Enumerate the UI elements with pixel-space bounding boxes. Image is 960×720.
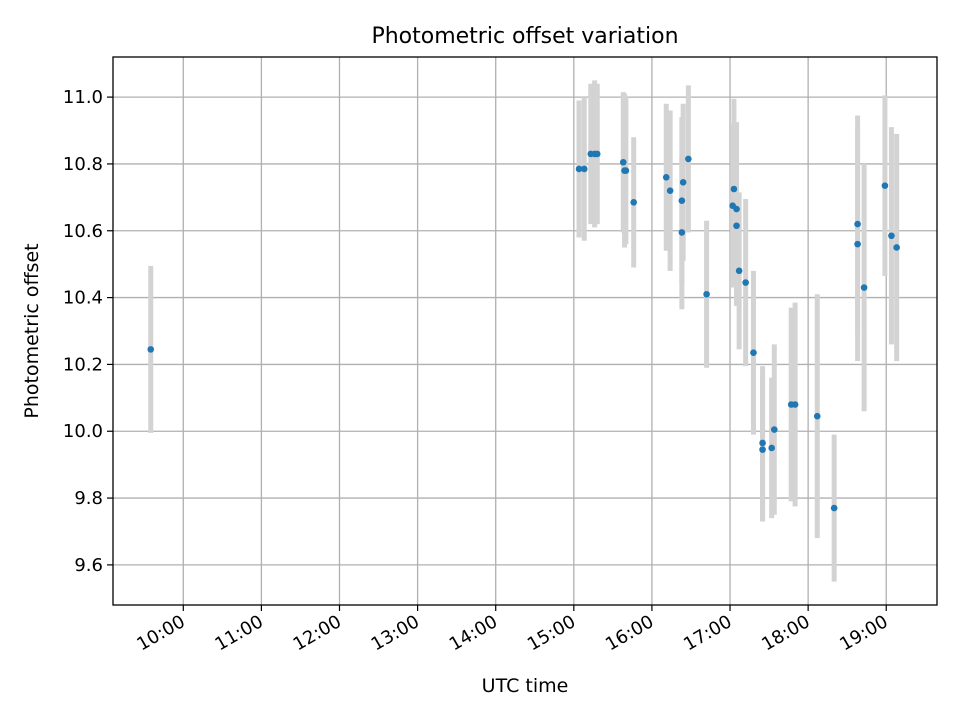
y-tick-label: 10.2 — [63, 354, 103, 375]
data-point — [733, 222, 740, 230]
data-point — [759, 439, 766, 447]
data-point — [791, 401, 799, 408]
data-point — [733, 205, 740, 213]
data-point — [735, 267, 743, 275]
data-point — [854, 240, 861, 248]
data-point — [759, 446, 766, 453]
data-point — [622, 167, 630, 174]
data-point — [679, 179, 687, 186]
chart-title: Photometric offset variation — [371, 24, 678, 49]
data-point — [768, 444, 775, 452]
data-point — [662, 173, 670, 181]
y-axis-label: Photometric offset — [21, 243, 43, 418]
data-point — [750, 349, 757, 357]
data-point — [666, 187, 674, 194]
data-point — [630, 199, 637, 206]
data-point — [703, 290, 710, 298]
data-point — [881, 182, 889, 189]
y-tick-label: 10.8 — [63, 154, 103, 175]
data-point — [830, 504, 838, 512]
y-tick-label: 9.8 — [74, 488, 103, 509]
data-point — [770, 426, 778, 433]
y-tick-label: 9.6 — [74, 555, 103, 576]
data-point — [893, 244, 900, 251]
data-point — [860, 284, 868, 291]
data-point — [575, 165, 583, 173]
grid — [113, 57, 937, 605]
data-point — [730, 185, 738, 193]
data-point — [580, 165, 588, 173]
data-point — [147, 346, 155, 353]
data-point — [678, 229, 686, 236]
data-point — [742, 279, 749, 286]
y-tick-label: 10.0 — [63, 421, 103, 442]
y-tick-label: 10.4 — [63, 288, 103, 309]
x-axis-label: UTC time — [482, 675, 569, 697]
data-point — [813, 412, 821, 420]
data-point — [854, 220, 861, 228]
data-point — [619, 158, 627, 166]
y-tick-label: 10.6 — [63, 221, 103, 242]
data-point — [685, 155, 692, 163]
y-tick-label: 11.0 — [63, 87, 103, 108]
plot-frame — [112, 56, 938, 606]
data-point — [593, 150, 601, 158]
data-points — [147, 150, 900, 512]
data-point — [888, 232, 895, 240]
data-point — [678, 197, 686, 204]
